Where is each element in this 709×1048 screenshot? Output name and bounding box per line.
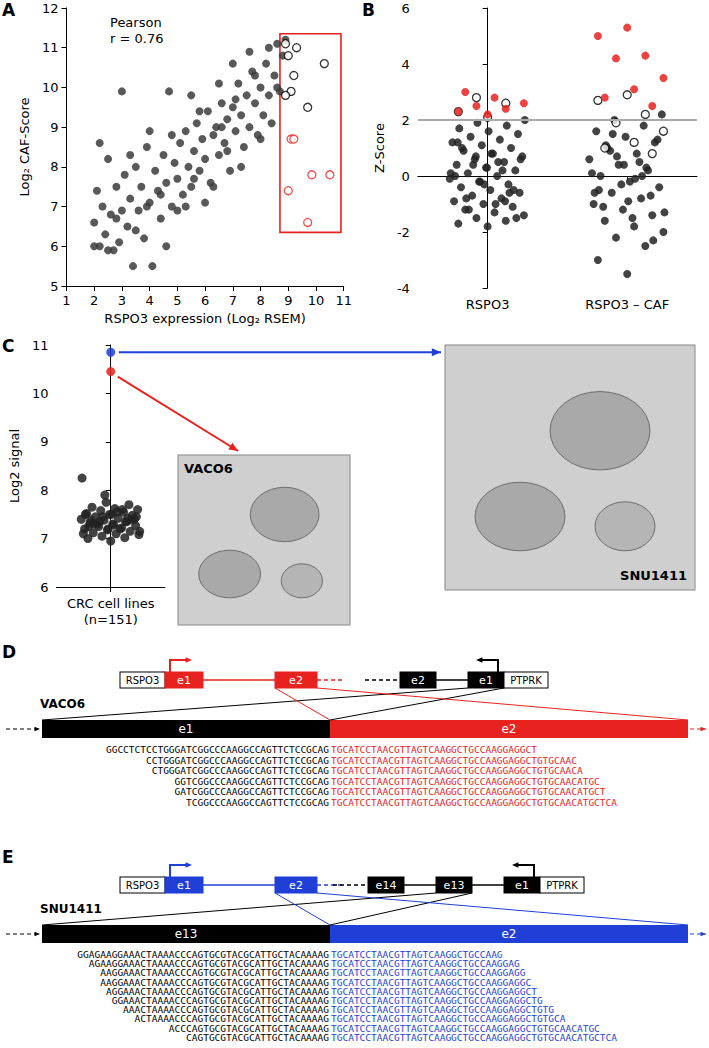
svg-text:E: E [2, 847, 14, 867]
svg-text:10: 10 [308, 293, 325, 308]
svg-text:TGCATCCTAACGTTAGTCAAGGCTGCCAAG: TGCATCCTAACGTTAGTCAAGGCTGCCAAGGAGGCT [331, 986, 537, 997]
svg-text:TGCATCCTAACGTTAGTCAAGGCTGCCAAG: TGCATCCTAACGTTAGTCAAGGCTGCCAAGGAGGCTGTGC… [331, 776, 600, 787]
svg-text:CRC cell lines: CRC cell lines [67, 596, 155, 611]
svg-text:CCTGGGATCGGCCCAAGGCCAGTTCTCCGC: CCTGGGATCGGCCCAAGGCCAGTTCTCCGCAG [146, 755, 329, 766]
svg-text:e13: e13 [175, 927, 198, 941]
svg-text:0: 0 [402, 169, 410, 184]
svg-text:GGCCTCTCCTGGGATCGGCCCAAGGCCAGT: GGCCTCTCCTGGGATCGGCCCAAGGCCAGTTCTCCGCAG [106, 744, 329, 755]
svg-text:e2: e2 [501, 722, 516, 736]
svg-text:TGCATCCTAACGTTAGTCAAGGCTGCCAAG: TGCATCCTAACGTTAGTCAAGGCTGCCAAGGAGGCT [331, 744, 537, 755]
svg-text:TGCATCCTAACGTTAGTCAAGGCTGCCAAG: TGCATCCTAACGTTAGTCAAGGCTGCCAAGGAGGCTGTG [331, 1004, 554, 1015]
svg-text:-4: -4 [397, 281, 410, 296]
svg-text:4: 4 [402, 57, 410, 72]
svg-text:CTGGGATCGGCCCAAGGCCAGTTCTCCGCA: CTGGGATCGGCCCAAGGCCAGTTCTCCGCAG [152, 765, 330, 776]
svg-text:11: 11 [335, 293, 352, 308]
svg-text:12: 12 [42, 1, 59, 16]
svg-text:D: D [2, 642, 16, 662]
svg-text:e2: e2 [501, 927, 516, 941]
svg-text:11: 11 [42, 40, 59, 55]
svg-text:Z-Score: Z-Score [372, 123, 387, 173]
svg-text:AGGAAACTAAAACCCAGTGCGTACGCATTG: AGGAAACTAAAACCCAGTGCGTACGCATTGCTACAAAAG [106, 986, 329, 997]
svg-text:ACTAAAACCCAGTGCGTACGCATTGCTACA: ACTAAAACCCAGTGCGTACGCATTGCTACAAAAG [135, 1013, 330, 1024]
svg-text:CAGTGCGTACGCATTGCTACAAAAG: CAGTGCGTACGCATTGCTACAAAAG [186, 1032, 329, 1043]
svg-text:9: 9 [50, 120, 58, 135]
svg-text:8: 8 [40, 483, 48, 498]
svg-text:e1: e1 [515, 879, 529, 892]
svg-text:ACCCAGTGCGTACGCATTGCTACAAAAG: ACCCAGTGCGTACGCATTGCTACAAAAG [169, 1023, 329, 1034]
svg-text:6: 6 [40, 580, 48, 595]
svg-text:e2: e2 [289, 674, 303, 687]
svg-text:e1: e1 [178, 722, 193, 736]
svg-text:TGCATCCTAACGTTAGTCAAGGCTGCCAAG: TGCATCCTAACGTTAGTCAAGGCTGCCAAGGAGGC [331, 977, 531, 988]
svg-text:AAGGAAACTAAAACCCAGTGCGTACGCATT: AAGGAAACTAAAACCCAGTGCGTACGCATTGCTACAAAAG [100, 977, 329, 988]
svg-text:PTPRK: PTPRK [510, 675, 542, 686]
svg-text:GGAGAAGGAAACTAAAACCCAGTGCGTACG: GGAGAAGGAAACTAAAACCCAGTGCGTACGCATTGCTACA… [77, 949, 329, 960]
svg-text:-2: -2 [397, 225, 410, 240]
svg-text:6: 6 [402, 1, 410, 16]
svg-text:2: 2 [402, 113, 410, 128]
svg-text:r = 0.76: r = 0.76 [110, 31, 163, 46]
svg-text:AAGGAAACTAAAACCCAGTGCGTACGCATT: AAGGAAACTAAAACCCAGTGCGTACGCATTGCTACAAAAG [100, 967, 329, 978]
svg-text:6: 6 [201, 293, 209, 308]
svg-text:8: 8 [50, 159, 58, 174]
svg-text:9: 9 [40, 434, 48, 449]
svg-text:TGCATCCTAACGTTAGTCAAGGCTGCCAAG: TGCATCCTAACGTTAGTCAAGGCTGCCAAGGAGGCTGTGC… [331, 765, 583, 776]
svg-text:AGAAGGAAACTAAAACCCAGTGCGTACGCA: AGAAGGAAACTAAAACCCAGTGCGTACGCATTGCTACAAA… [89, 958, 329, 969]
svg-text:Pearson: Pearson [110, 15, 162, 30]
svg-text:Log₂ CAF-Score: Log₂ CAF-Score [17, 97, 32, 196]
svg-text:PTPRK: PTPRK [546, 880, 578, 891]
svg-text:AAACTAAAACCCAGTGCGTACGCATTGCTA: AAACTAAAACCCAGTGCGTACGCATTGCTACAAAAG [123, 1004, 329, 1015]
svg-text:7: 7 [50, 199, 58, 214]
svg-text:B: B [362, 0, 375, 20]
svg-text:RSPO3 – CAF: RSPO3 – CAF [585, 297, 669, 312]
svg-text:GGAAACTAAAACCCAGTGCGTACGCATTGC: GGAAACTAAAACCCAGTGCGTACGCATTGCTACAAAAG [112, 995, 330, 1006]
svg-text:RSPO3 expression (Log₂ RSEM): RSPO3 expression (Log₂ RSEM) [104, 311, 305, 326]
svg-text:RSPO3: RSPO3 [466, 297, 510, 312]
svg-text:e2: e2 [411, 674, 425, 687]
svg-text:7: 7 [229, 293, 237, 308]
svg-text:SNU1411: SNU1411 [620, 568, 687, 583]
svg-text:e2: e2 [289, 879, 303, 892]
svg-text:TGCATCCTAACGTTAGTCAAGGCTGCCAAG: TGCATCCTAACGTTAGTCAAGGCTGCCAAGGAGGCTGTGC… [331, 797, 617, 808]
svg-text:TGCATCCTAACGTTAGTCAAGGCTGCCAAG: TGCATCCTAACGTTAGTCAAGGCTGCCAAGGAGGCTGTGC… [331, 755, 577, 766]
svg-text:TGCATCCTAACGTTAGTCAAGGCTGCCAAG: TGCATCCTAACGTTAGTCAAGGCTGCCAAGGAGGCTGTGC… [331, 786, 606, 797]
svg-text:RSPO3: RSPO3 [126, 880, 160, 891]
svg-text:TGCATCCTAACGTTAGTCAAGGCTGCCAAG: TGCATCCTAACGTTAGTCAAGGCTGCCAAGGAGGCTGTGC… [331, 1023, 600, 1034]
svg-text:TCGGCCCAAGGCCAGTTCTCCGCAG: TCGGCCCAAGGCCAGTTCTCCGCAG [186, 797, 329, 808]
svg-text:TGCATCCTAACGTTAGTCAAGGCTGCCAAG: TGCATCCTAACGTTAGTCAAGGCTGCCAAGGAGG [331, 967, 526, 978]
svg-text:8: 8 [256, 293, 264, 308]
svg-text:TGCATCCTAACGTTAGTCAAGGCTGCCAAG: TGCATCCTAACGTTAGTCAAGGCTGCCAAG [331, 949, 503, 960]
svg-text:11: 11 [32, 338, 49, 353]
svg-text:7: 7 [40, 531, 48, 546]
svg-text:C: C [2, 336, 14, 356]
svg-text:5: 5 [50, 279, 58, 294]
svg-text:5: 5 [173, 293, 181, 308]
svg-text:VACO6: VACO6 [184, 461, 233, 476]
svg-text:RSPO3: RSPO3 [126, 675, 160, 686]
svg-text:2: 2 [90, 293, 98, 308]
svg-text:e14: e14 [376, 879, 397, 892]
svg-text:TGCATCCTAACGTTAGTCAAGGCTGCCAAG: TGCATCCTAACGTTAGTCAAGGCTGCCAAGGAGGCTGTGC… [331, 1032, 617, 1043]
svg-text:e1: e1 [177, 674, 191, 687]
svg-text:TGCATCCTAACGTTAGTCAAGGCTGCCAAG: TGCATCCTAACGTTAGTCAAGGCTGCCAAGGAG [331, 958, 520, 969]
svg-text:TGCATCCTAACGTTAGTCAAGGCTGCCAAG: TGCATCCTAACGTTAGTCAAGGCTGCCAAGGAGGCTGTGC… [331, 1013, 566, 1024]
svg-text:6: 6 [50, 239, 58, 254]
svg-text:(n=151): (n=151) [84, 612, 138, 627]
svg-text:4: 4 [145, 293, 153, 308]
svg-text:Log2 signal: Log2 signal [7, 429, 22, 503]
svg-text:10: 10 [42, 80, 59, 95]
svg-text:e1: e1 [479, 674, 493, 687]
svg-text:GGTCGGCCCAAGGCCAGTTCTCCGCAG: GGTCGGCCCAAGGCCAGTTCTCCGCAG [175, 776, 330, 787]
svg-text:9: 9 [284, 293, 292, 308]
svg-text:GATCGGCCCAAGGCCAGTTCTCCGCAG: GATCGGCCCAAGGCCAGTTCTCCGCAG [175, 786, 330, 797]
svg-text:1: 1 [62, 293, 70, 308]
svg-text:e1: e1 [177, 879, 191, 892]
svg-text:SNU1411: SNU1411 [40, 902, 102, 916]
svg-text:TGCATCCTAACGTTAGTCAAGGCTGCCAAG: TGCATCCTAACGTTAGTCAAGGCTGCCAAGGAGGCTG [331, 995, 543, 1006]
svg-text:VACO6: VACO6 [40, 697, 85, 711]
svg-text:3: 3 [118, 293, 126, 308]
svg-text:10: 10 [32, 386, 49, 401]
svg-text:e13: e13 [444, 879, 465, 892]
svg-text:A: A [2, 0, 16, 20]
